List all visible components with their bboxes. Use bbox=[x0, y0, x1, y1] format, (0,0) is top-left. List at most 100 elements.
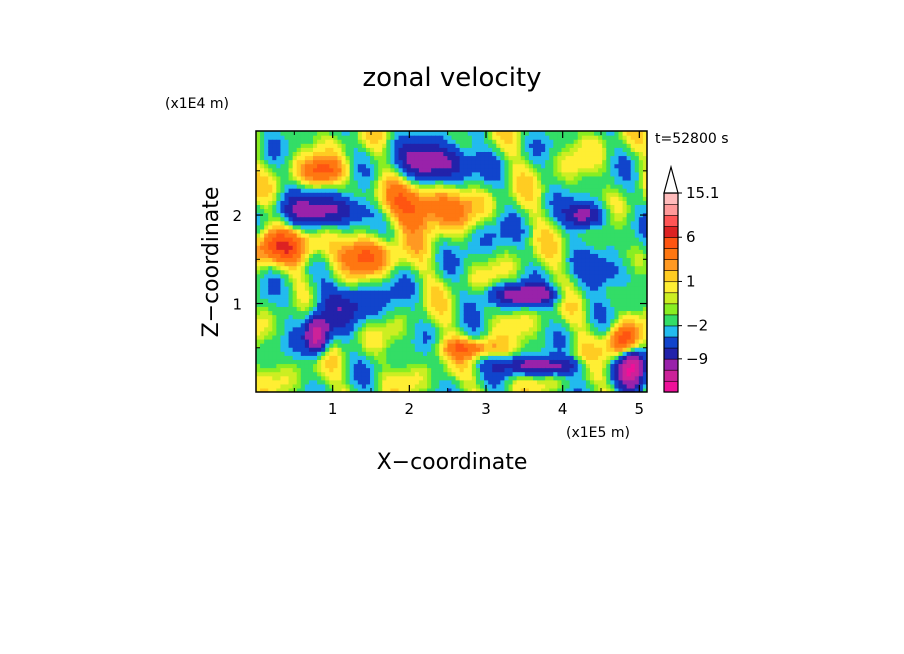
heatmap-cell bbox=[325, 318, 330, 324]
heatmap-cell bbox=[402, 285, 408, 291]
heatmap-cell bbox=[308, 379, 314, 385]
heatmap-cell bbox=[569, 224, 575, 230]
heatmap-cell bbox=[268, 290, 273, 295]
heatmap-cell bbox=[374, 281, 379, 287]
heatmap-cell bbox=[504, 151, 510, 157]
heatmap-cell bbox=[329, 298, 334, 303]
heatmap-cell bbox=[447, 257, 453, 263]
heatmap-cell bbox=[427, 139, 432, 144]
heatmap-cell bbox=[500, 310, 506, 316]
heatmap-cell bbox=[378, 204, 383, 210]
heatmap-cell bbox=[471, 212, 477, 218]
heatmap-cell bbox=[288, 314, 294, 320]
heatmap-cell bbox=[492, 285, 497, 291]
heatmap-cell bbox=[512, 261, 518, 267]
heatmap-cell bbox=[569, 343, 575, 348]
heatmap-cell bbox=[439, 375, 444, 381]
heatmap-cell bbox=[431, 277, 436, 283]
heatmap-cell bbox=[321, 155, 326, 161]
heatmap-cell bbox=[447, 220, 453, 226]
heatmap-cell bbox=[280, 220, 286, 226]
heatmap-cell bbox=[410, 143, 416, 148]
heatmap-cell bbox=[418, 167, 424, 173]
heatmap-cell bbox=[329, 167, 334, 173]
heatmap-cell bbox=[341, 241, 347, 246]
heatmap-cell bbox=[557, 212, 563, 218]
heatmap-cell bbox=[459, 273, 465, 279]
heatmap-cell bbox=[431, 159, 436, 165]
heatmap-cell bbox=[394, 184, 400, 189]
heatmap-cell bbox=[537, 196, 542, 201]
heatmap-cell bbox=[300, 204, 306, 210]
heatmap-cell bbox=[553, 167, 558, 173]
heatmap-cell bbox=[337, 188, 343, 193]
heatmap-cell bbox=[325, 257, 330, 263]
heatmap-cell bbox=[402, 241, 408, 246]
heatmap-cell bbox=[264, 310, 269, 316]
heatmap-cell bbox=[524, 326, 530, 332]
heatmap-cell bbox=[451, 281, 457, 287]
heatmap-cell bbox=[268, 147, 273, 152]
heatmap-cell bbox=[422, 135, 428, 140]
heatmap-cell bbox=[537, 343, 542, 348]
heatmap-cell bbox=[268, 192, 273, 197]
heatmap-cell bbox=[496, 212, 501, 218]
heatmap-cell bbox=[508, 163, 514, 169]
heatmap-cell bbox=[276, 290, 282, 295]
heatmap-cell bbox=[272, 330, 277, 336]
heatmap-cell bbox=[541, 277, 546, 283]
heatmap-cell bbox=[488, 224, 493, 230]
heatmap-cell bbox=[516, 257, 522, 263]
heatmap-cell bbox=[488, 265, 493, 271]
heatmap-cell bbox=[431, 212, 436, 218]
heatmap-cell bbox=[398, 318, 404, 324]
heatmap-cell bbox=[545, 383, 550, 389]
heatmap-cell bbox=[394, 257, 400, 263]
heatmap-cell bbox=[280, 184, 286, 189]
heatmap-cell bbox=[308, 298, 314, 303]
heatmap-cell bbox=[565, 245, 571, 250]
heatmap-cell bbox=[341, 261, 347, 267]
heatmap-cell bbox=[386, 265, 391, 271]
heatmap-cell bbox=[480, 224, 485, 230]
heatmap-cell bbox=[557, 367, 563, 373]
heatmap-cell bbox=[313, 351, 318, 356]
heatmap-cell bbox=[467, 163, 473, 169]
heatmap-cell bbox=[256, 375, 261, 381]
heatmap-cell bbox=[418, 228, 424, 234]
heatmap-cell bbox=[300, 245, 306, 250]
heatmap-cell bbox=[463, 143, 469, 148]
heatmap-cell bbox=[463, 167, 469, 173]
heatmap-cell bbox=[317, 298, 322, 303]
heatmap-cell bbox=[288, 371, 294, 377]
heatmap-cell bbox=[516, 192, 522, 197]
heatmap-cell bbox=[541, 314, 546, 320]
heatmap-cell bbox=[418, 232, 424, 238]
heatmap-cell bbox=[414, 363, 420, 369]
heatmap-cell bbox=[471, 261, 477, 267]
heatmap-cell bbox=[268, 171, 273, 177]
heatmap-cell bbox=[439, 273, 444, 279]
heatmap-cell bbox=[357, 135, 363, 140]
heatmap-cell bbox=[256, 245, 261, 250]
heatmap-cell bbox=[447, 188, 453, 193]
heatmap-cell bbox=[333, 135, 339, 140]
heatmap-cell bbox=[431, 318, 436, 324]
heatmap-cell bbox=[288, 338, 294, 344]
heatmap-cell bbox=[398, 314, 404, 320]
heatmap-cell bbox=[313, 249, 318, 254]
heatmap-cell bbox=[504, 179, 510, 185]
heatmap-cell bbox=[524, 143, 530, 148]
heatmap-cell bbox=[304, 147, 310, 152]
heatmap-cell bbox=[410, 155, 416, 161]
heatmap-cell bbox=[569, 163, 575, 169]
heatmap-cell bbox=[398, 204, 404, 210]
heatmap-cell bbox=[268, 347, 273, 352]
heatmap-cell bbox=[370, 322, 375, 328]
heatmap-cell bbox=[284, 212, 290, 218]
heatmap-cell bbox=[414, 334, 420, 340]
heatmap-cell bbox=[268, 269, 273, 275]
heatmap-cell bbox=[345, 347, 351, 352]
heatmap-cell bbox=[394, 147, 400, 152]
heatmap-cell bbox=[484, 351, 489, 356]
